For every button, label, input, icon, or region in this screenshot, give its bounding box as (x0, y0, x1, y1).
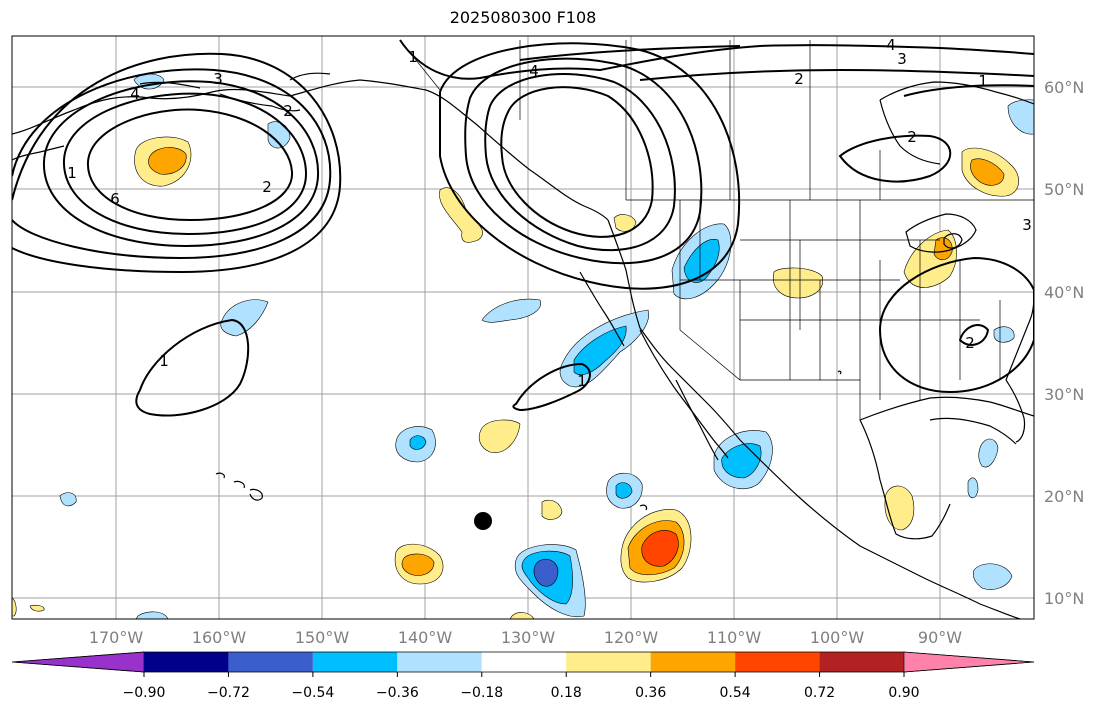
map-frame (11, 35, 1035, 620)
colorbar-swatch (819, 652, 904, 672)
anomaly-negative (683, 239, 720, 283)
contour-label: 3 (1022, 216, 1032, 234)
colorbar-tick-label: 0.36 (635, 685, 666, 701)
anomaly-negative (573, 325, 627, 375)
colorbar-swatch (735, 652, 820, 672)
anomaly-positive (613, 214, 637, 232)
contour-label: 1 (408, 48, 418, 66)
colorbar-tick-label: 0.72 (804, 685, 835, 701)
anomaly-positive (29, 604, 45, 612)
lat-label: 60°N (1044, 78, 1084, 97)
anomaly-negative (967, 477, 979, 499)
anomaly-positive (401, 553, 435, 576)
colorbar-tick-label: −0.18 (460, 685, 503, 701)
map-background (12, 36, 1034, 619)
anomaly-shading (12, 73, 1034, 619)
colorbar-tick-label: −0.90 (123, 685, 166, 701)
colorbar-swatch (144, 652, 229, 672)
lon-label: 160°W (192, 628, 247, 647)
anomaly-negative (220, 299, 269, 337)
anomaly-positive (641, 530, 679, 567)
anomaly-negative (481, 298, 541, 323)
colorbar-tick-label: −0.54 (291, 685, 334, 701)
lat-label: 50°N (1044, 180, 1084, 199)
contour-label: 2 (262, 178, 272, 196)
anomaly-positive (478, 419, 521, 453)
colorbar-swatch (650, 652, 736, 672)
colorbar-tick-label: −0.36 (376, 685, 419, 701)
anomaly-positive (148, 147, 187, 175)
contour-label: 4 (529, 62, 539, 80)
contour-lines (12, 39, 1034, 417)
colorbar-swatch (481, 652, 567, 672)
anomaly-positive (884, 485, 915, 531)
contour-label: 1 (978, 72, 988, 90)
contour-label: 3 (213, 70, 223, 88)
colorbar-tick-label: −0.72 (207, 685, 250, 701)
colorbar-tick-label: 0.54 (720, 685, 751, 701)
contour-label: 2 (794, 70, 804, 88)
colorbar-swatch (397, 652, 482, 672)
lon-label: 100°W (810, 628, 865, 647)
colorbar: −0.90 −0.72 −0.54 −0.36 −0.18 0.18 0.36 0.54 0.7… (11, 651, 1035, 701)
lat-label: 30°N (1044, 385, 1084, 404)
anomaly-negative (533, 558, 559, 587)
anomaly-negative (267, 121, 291, 149)
anomaly-negative (1007, 99, 1034, 135)
anomaly-negative (615, 482, 633, 499)
map-title: 2025080300 F108 (449, 8, 597, 27)
anomaly-positive (509, 612, 535, 619)
lat-label: 40°N (1044, 283, 1084, 302)
contour-label: 2 (907, 128, 917, 146)
lat-label: 10°N (1044, 589, 1084, 608)
lon-label: 150°W (295, 628, 350, 647)
contour-label: 6 (110, 190, 120, 208)
contour-label: 1 (577, 372, 587, 390)
contour-label: 4 (886, 36, 896, 54)
anomaly-negative (972, 563, 1013, 590)
contour-label: 2 (965, 334, 975, 352)
lon-label: 170°W (89, 628, 144, 647)
anomaly-positive (933, 237, 953, 261)
anomaly-positive (439, 187, 483, 243)
colorbar-tick-label: 0.90 (888, 685, 919, 701)
contour-label-group: 1 2 3 4 6 4 1 2 4 3 2 1 2 1 1 2 3 (67, 36, 1032, 390)
latitude-labels: 60°N 50°N 40°N 30°N 20°N 10°N (1044, 78, 1084, 608)
contour-label: 1 (67, 164, 77, 182)
anomaly-positive (541, 499, 563, 520)
anomaly-negative (409, 435, 427, 450)
anomaly-negative (59, 492, 77, 507)
anomaly-positive (773, 267, 823, 299)
colorbar-extend-high (903, 651, 1035, 673)
anomaly-positive (12, 597, 17, 617)
lon-label: 110°W (707, 628, 762, 647)
anomaly-negative (978, 438, 999, 468)
lon-label: 120°W (604, 628, 659, 647)
lon-label: 130°W (501, 628, 556, 647)
anomaly-negative (721, 443, 762, 479)
lat-label: 20°N (1044, 487, 1084, 506)
anomaly-positive (970, 158, 1005, 186)
longitude-labels: 170°W 160°W 150°W 140°W 130°W 120°W 110°… (89, 628, 962, 647)
anomaly-negative (993, 326, 1015, 343)
colorbar-swatch (566, 652, 651, 672)
lon-label: 140°W (398, 628, 453, 647)
colorbar-extend-low (11, 651, 145, 673)
colorbar-swatch (228, 652, 313, 672)
colorbar-swatch (312, 652, 398, 672)
anomaly-negative (135, 611, 169, 619)
contour-label: 2 (283, 102, 293, 120)
political-borders (399, 39, 1034, 420)
lon-label: 90°W (918, 628, 962, 647)
position-marker (474, 512, 492, 530)
contour-label: 3 (897, 50, 907, 68)
contour-label: 1 (159, 352, 169, 370)
contour-label: 4 (130, 85, 140, 103)
colorbar-tick-label: 0.18 (551, 685, 582, 701)
